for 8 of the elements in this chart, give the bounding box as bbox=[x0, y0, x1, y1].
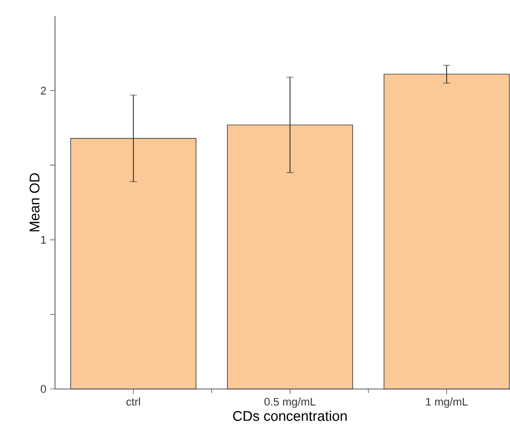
y-tick-label: 1 bbox=[41, 236, 46, 244]
x-tick-label: ctrl bbox=[126, 398, 140, 406]
y-tick-label: 2 bbox=[40, 86, 46, 94]
y-tick-label: 0 bbox=[40, 385, 46, 393]
x-tick-label: 0.5 mg/mL bbox=[264, 398, 316, 408]
x-axis-title: CDs concentration bbox=[233, 410, 347, 421]
x-tick-label: 1 mg/mL bbox=[426, 398, 468, 408]
y-axis-title: Mean OD bbox=[30, 173, 40, 232]
